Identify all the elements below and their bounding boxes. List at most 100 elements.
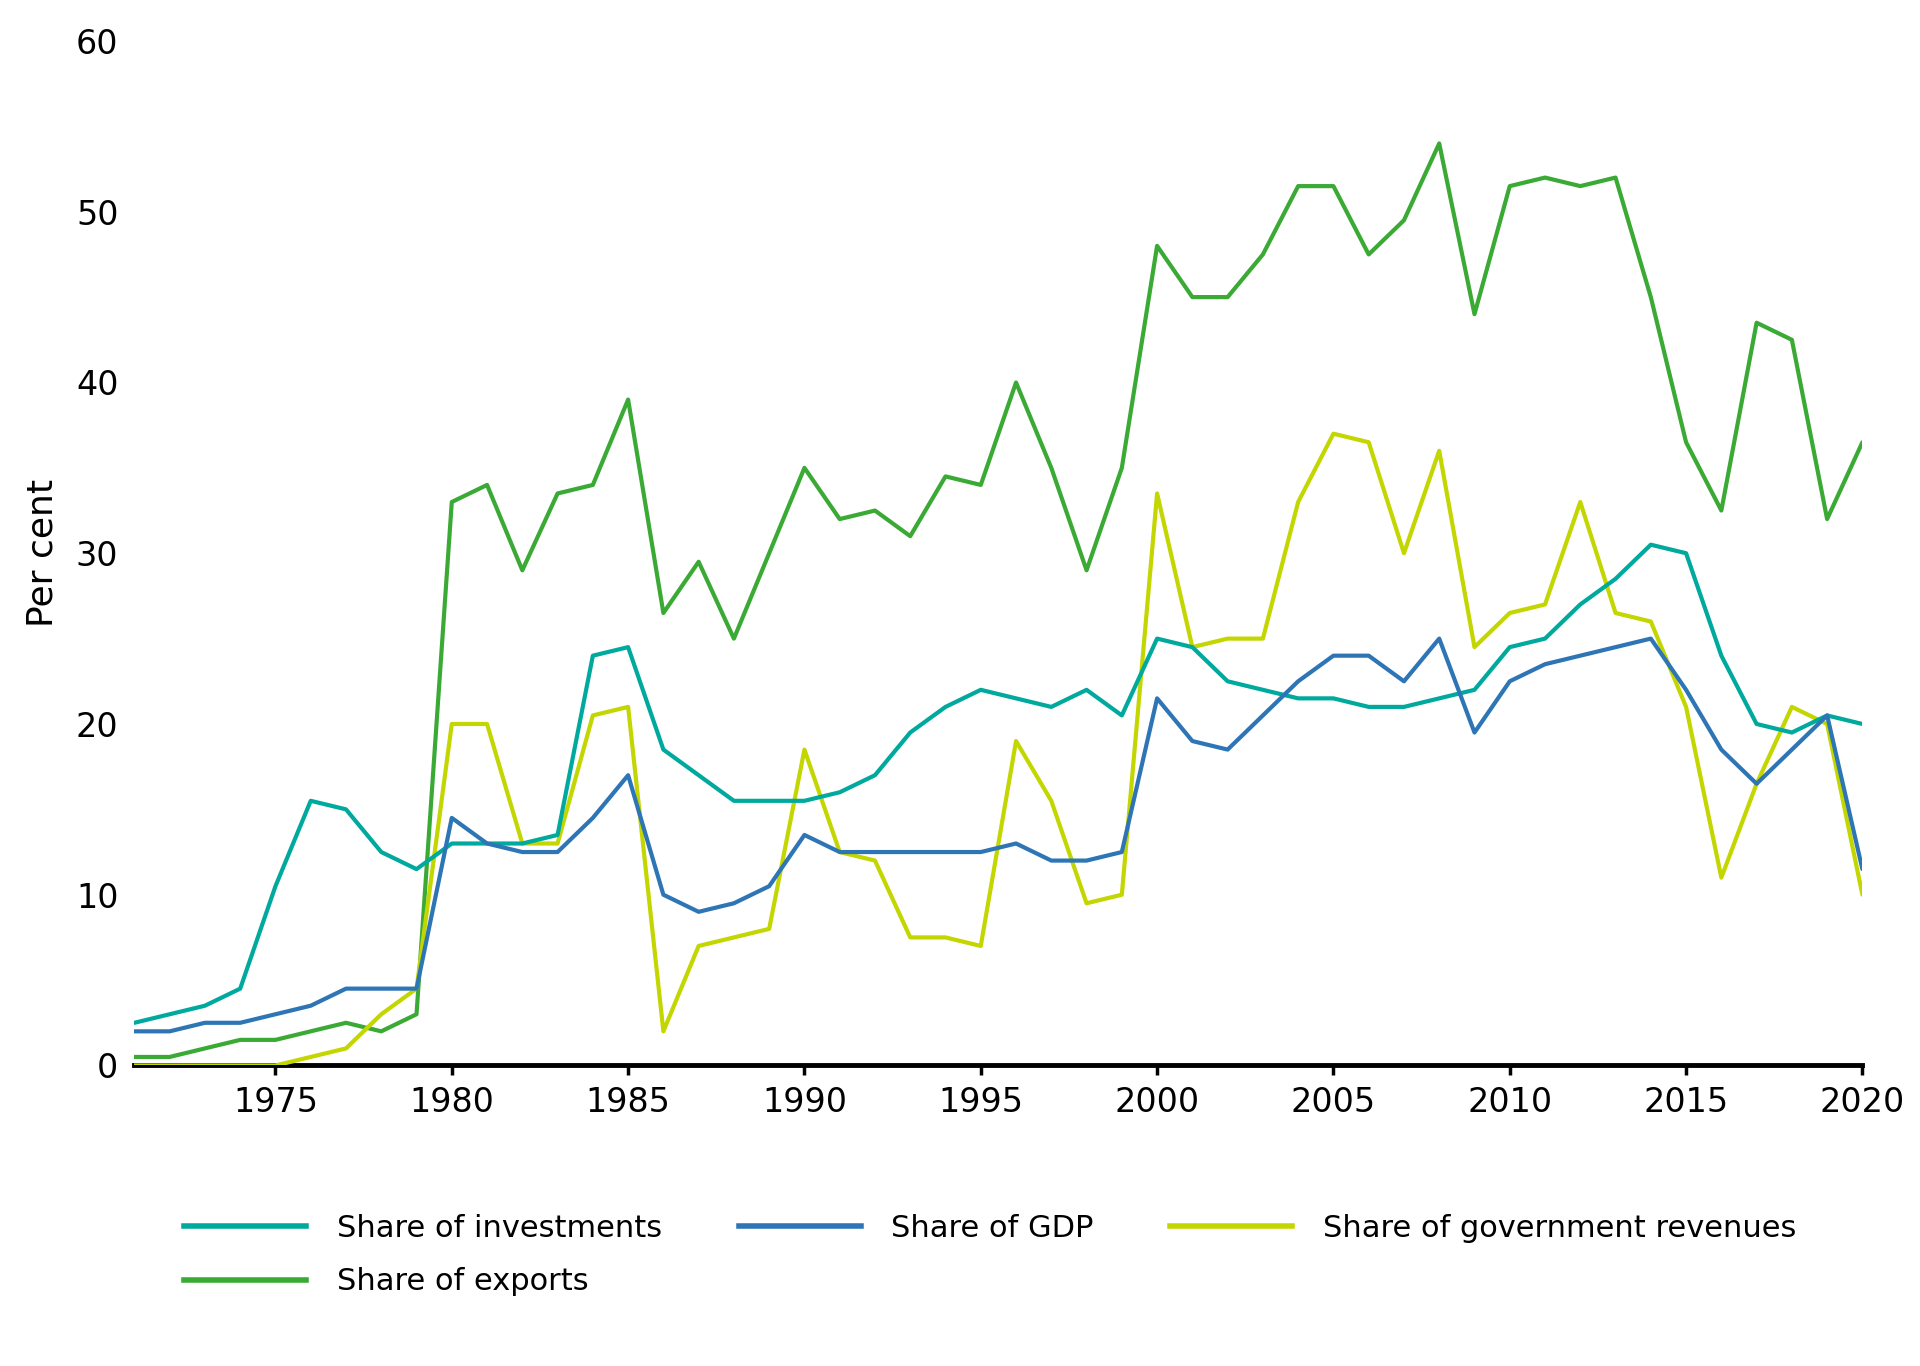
Share of investments <box>653 742 676 758</box>
Line: Share of exports: Share of exports <box>134 143 1862 1057</box>
Share of exports <box>899 529 922 545</box>
Share of government revenues <box>899 929 922 945</box>
Share of GDP <box>157 1023 180 1040</box>
Line: Share of government revenues: Share of government revenues <box>134 434 1862 1065</box>
Share of GDP <box>1286 673 1309 690</box>
Share of GDP <box>1674 682 1697 698</box>
Share of GDP <box>582 810 605 826</box>
Share of GDP <box>1392 673 1415 690</box>
Share of government revenues <box>828 844 851 861</box>
Share of exports <box>1851 434 1874 451</box>
Share of investments <box>1075 682 1098 698</box>
Share of exports <box>1321 178 1344 194</box>
Share of government revenues <box>371 1005 394 1022</box>
Share of exports <box>828 511 851 527</box>
Share of GDP <box>476 835 499 852</box>
Share of GDP <box>511 844 534 861</box>
Share of investments <box>1463 682 1486 698</box>
Share of GDP <box>334 981 357 997</box>
Share of government revenues <box>1498 605 1521 622</box>
Share of investments <box>440 835 463 852</box>
Share of investments <box>1286 690 1309 706</box>
Y-axis label: Per cent: Per cent <box>25 479 60 627</box>
Share of government revenues <box>334 1041 357 1057</box>
Share of exports <box>228 1031 252 1048</box>
Share of government revenues <box>1215 631 1238 647</box>
Share of government revenues <box>653 1023 676 1040</box>
Share of government revenues <box>1428 443 1452 459</box>
Share of government revenues <box>263 1057 286 1074</box>
Share of GDP <box>1181 732 1204 749</box>
Share of exports <box>1816 511 1839 527</box>
Share of exports <box>1428 135 1452 152</box>
Share of government revenues <box>1711 870 1734 887</box>
Share of GDP <box>1357 647 1380 664</box>
Share of exports <box>405 1005 428 1022</box>
Share of government revenues <box>687 937 710 953</box>
Share of GDP <box>440 810 463 826</box>
Share of GDP <box>1603 639 1626 656</box>
Share of GDP <box>722 895 745 911</box>
Share of GDP <box>1215 742 1238 758</box>
Share of GDP <box>300 997 323 1014</box>
Share of GDP <box>616 768 639 784</box>
Share of GDP <box>1816 708 1839 724</box>
Share of investments <box>1357 698 1380 716</box>
Share of government revenues <box>1851 887 1874 903</box>
Share of investments <box>687 768 710 784</box>
Share of investments <box>1004 690 1027 706</box>
Share of investments <box>1674 545 1697 561</box>
Share of government revenues <box>1392 545 1415 561</box>
Share of investments <box>1780 724 1803 740</box>
Share of government revenues <box>1640 613 1663 630</box>
Share of investments <box>157 1005 180 1022</box>
Share of investments <box>1392 698 1415 716</box>
Share of exports <box>722 631 745 647</box>
Share of government revenues <box>1357 434 1380 451</box>
Share of investments <box>263 878 286 895</box>
Share of investments <box>828 784 851 800</box>
Share of investments <box>864 768 887 784</box>
Share of investments <box>1603 571 1626 587</box>
Share of exports <box>440 493 463 510</box>
Share of investments <box>582 647 605 664</box>
Share of GDP <box>933 844 956 861</box>
Share of exports <box>334 1015 357 1031</box>
Share of exports <box>864 503 887 519</box>
Share of investments <box>228 981 252 997</box>
Share of government revenues <box>228 1057 252 1074</box>
Share of government revenues <box>405 981 428 997</box>
Share of exports <box>1569 178 1592 194</box>
Share of GDP <box>1110 844 1133 861</box>
Share of GDP <box>194 1015 217 1031</box>
Share of investments <box>1745 716 1768 732</box>
Share of government revenues <box>194 1057 217 1074</box>
Share of exports <box>1640 290 1663 306</box>
Share of investments <box>334 800 357 817</box>
Share of government revenues <box>545 835 568 852</box>
Share of investments <box>194 997 217 1014</box>
Share of exports <box>1603 169 1626 186</box>
Share of investments <box>545 826 568 843</box>
Share of government revenues <box>1110 887 1133 903</box>
Share of government revenues <box>157 1057 180 1074</box>
Share of government revenues <box>793 742 816 758</box>
Share of exports <box>687 553 710 570</box>
Share of exports <box>545 485 568 501</box>
Share of investments <box>371 844 394 861</box>
Share of government revenues <box>1075 895 1098 911</box>
Share of GDP <box>545 844 568 861</box>
Share of investments <box>1110 708 1133 724</box>
Line: Share of GDP: Share of GDP <box>134 639 1862 1031</box>
Share of exports <box>263 1031 286 1048</box>
Share of GDP <box>1851 861 1874 877</box>
Share of GDP <box>828 844 851 861</box>
Share of GDP <box>1004 835 1027 852</box>
Share of government revenues <box>440 716 463 732</box>
Share of investments <box>1711 647 1734 664</box>
Share of GDP <box>1428 631 1452 647</box>
Share of GDP <box>1146 690 1169 706</box>
Share of exports <box>1357 246 1380 262</box>
Share of government revenues <box>1181 639 1204 656</box>
Share of investments <box>1215 673 1238 690</box>
